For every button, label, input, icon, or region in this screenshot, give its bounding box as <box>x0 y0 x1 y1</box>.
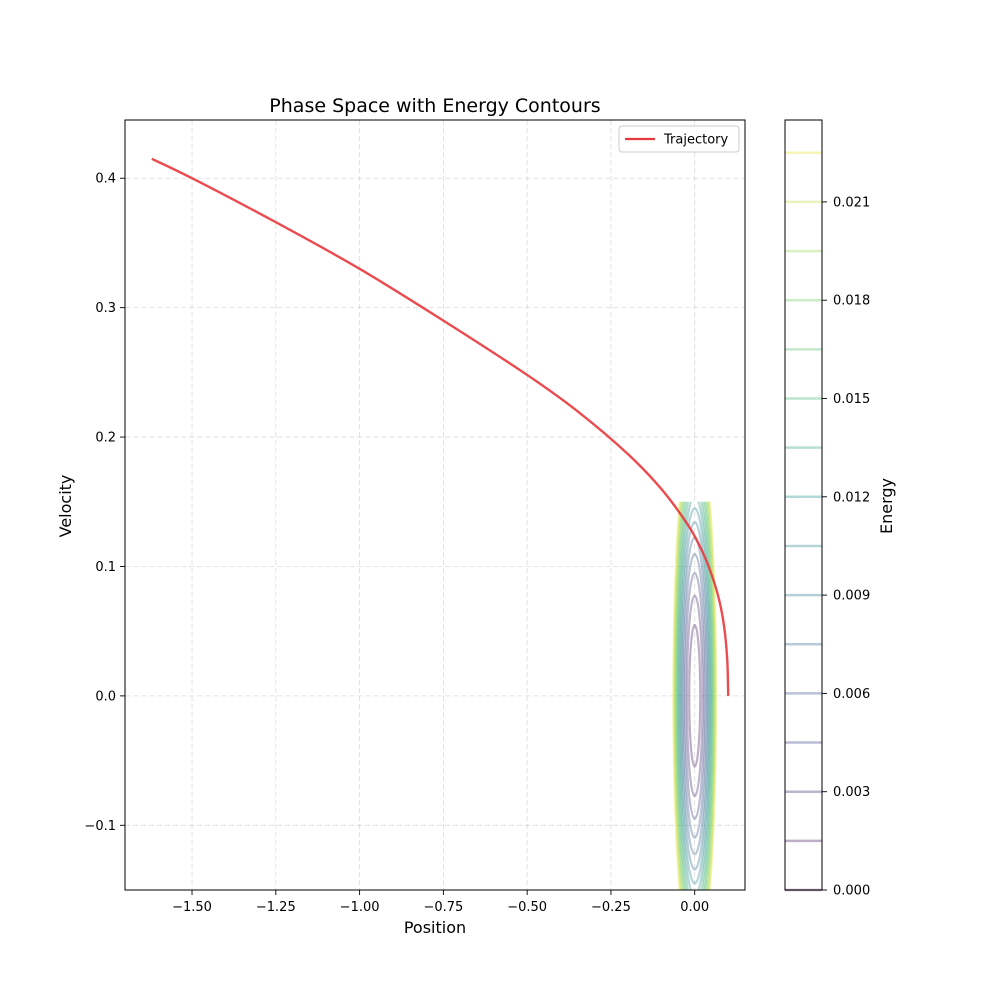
x-tick-label: −0.50 <box>507 900 547 915</box>
energy-contour <box>674 501 715 890</box>
energy-contour <box>680 521 710 871</box>
colorbar-tick-label: 0.012 <box>833 490 870 505</box>
energy-contour <box>679 507 711 885</box>
colorbar: 0.000 0.003 0.006 0.009 0.012 0.015 0.018 0.021… <box>784 119 896 899</box>
energy-contour <box>677 501 713 890</box>
colorbar-tick-label: 0.003 <box>833 785 870 800</box>
trajectory-line <box>151 157 730 696</box>
grid-lines <box>125 120 745 890</box>
x-tick-label: −1.50 <box>172 900 212 915</box>
colorbar-tick-label: 0.021 <box>833 195 870 210</box>
energy-contour <box>673 501 717 890</box>
y-tick-label: 0.2 <box>95 431 116 446</box>
colorbar-ticks: 0.000 0.003 0.006 0.009 0.012 0.015 0.018 0.021 <box>822 195 870 899</box>
colorbar-frame <box>784 119 823 891</box>
y-axis-label: Velocity <box>56 475 75 538</box>
legend-box <box>618 125 740 153</box>
energy-contour <box>688 623 702 768</box>
y-tick-label: −0.1 <box>84 819 116 834</box>
x-tick-label: −1.00 <box>340 900 380 915</box>
energy-contour <box>675 501 715 890</box>
contour-group <box>672 501 718 890</box>
colorbar-tick-label: 0.009 <box>833 589 870 604</box>
energy-contour <box>685 594 704 798</box>
colorbar-tick-label: 0.006 <box>833 687 870 702</box>
x-tick-label: −0.25 <box>591 900 631 915</box>
energy-contour <box>673 501 716 890</box>
y-axis-ticks: −0.1 0.0 0.1 0.2 0.3 0.4 <box>84 172 125 834</box>
energy-contour <box>684 572 706 820</box>
energy-contour <box>676 501 714 890</box>
energy-contour <box>678 501 712 890</box>
energy-contours <box>672 501 718 890</box>
energy-contour <box>672 501 718 890</box>
legend-label-trajectory: Trajectory <box>663 133 728 148</box>
colorbar-label: Energy <box>877 478 896 534</box>
y-tick-label: 0.3 <box>95 301 116 316</box>
x-tick-label: −1.25 <box>256 900 296 915</box>
x-axis-ticks: −1.50 −1.25 −1.00 −0.75 −0.50 −0.25 0.00 <box>172 890 709 915</box>
x-tick-label: 0.00 <box>680 900 709 915</box>
plot-frame <box>124 119 746 891</box>
y-tick-label: 0.4 <box>95 172 116 187</box>
energy-contour <box>682 553 707 839</box>
y-tick-label: 0.1 <box>95 560 116 575</box>
y-tick-label: 0.0 <box>95 689 116 704</box>
x-tick-label: −0.75 <box>423 900 463 915</box>
colorbar-tick-label: 0.015 <box>833 392 870 407</box>
colorbar-tick-label: 0.000 <box>833 884 870 899</box>
colorbar-level-lines <box>785 151 822 892</box>
legend: Trajectory <box>618 125 740 153</box>
x-axis-label: Position <box>404 918 466 937</box>
colorbar-tick-label: 0.018 <box>833 294 870 309</box>
chart-title: Phase Space with Energy Contours <box>269 95 600 117</box>
trajectory-series <box>151 157 730 696</box>
